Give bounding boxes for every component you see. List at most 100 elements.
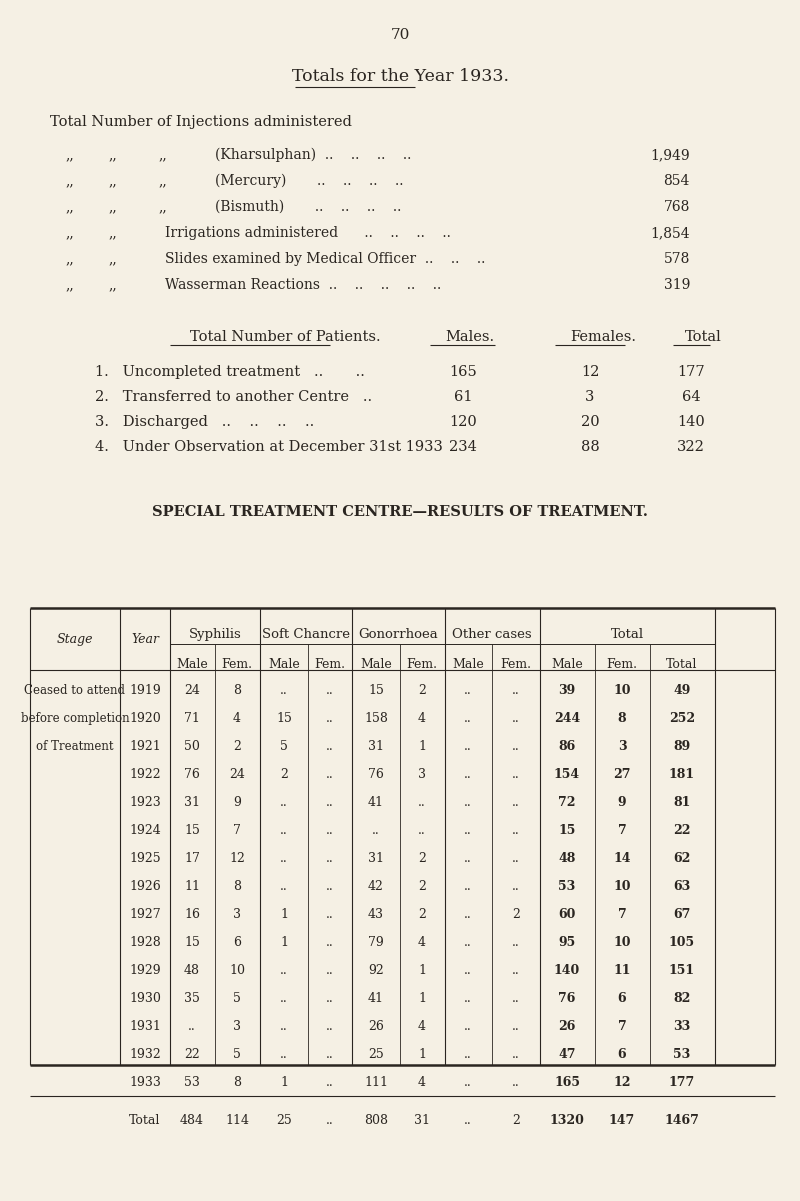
Text: 177: 177 (677, 365, 705, 380)
Text: 39: 39 (558, 685, 576, 697)
Text: 3: 3 (233, 1020, 241, 1033)
Text: 81: 81 (674, 796, 690, 809)
Text: 4: 4 (418, 936, 426, 949)
Text: ,,: ,, (109, 226, 118, 240)
Text: 578: 578 (664, 252, 690, 265)
Text: 88: 88 (581, 440, 599, 454)
Text: Male: Male (452, 658, 484, 671)
Text: 71: 71 (184, 712, 200, 725)
Text: 2: 2 (418, 685, 426, 697)
Text: 25: 25 (368, 1048, 384, 1060)
Text: 2.   Transferred to another Centre   ..: 2. Transferred to another Centre .. (95, 390, 372, 404)
Text: (Mercury)       ..    ..    ..    ..: (Mercury) .. .. .. .. (215, 174, 403, 189)
Text: 79: 79 (368, 936, 384, 949)
Text: 95: 95 (558, 936, 576, 949)
Text: 1922: 1922 (129, 767, 161, 781)
Text: 12: 12 (614, 1076, 630, 1089)
Text: ..: .. (280, 880, 288, 894)
Text: of Treatment: of Treatment (36, 740, 114, 753)
Text: ..: .. (326, 964, 334, 976)
Text: 70: 70 (390, 28, 410, 42)
Text: 12: 12 (229, 852, 245, 865)
Text: ..: .. (326, 740, 334, 753)
Text: 12: 12 (581, 365, 599, 380)
Text: 114: 114 (225, 1115, 249, 1127)
Text: 1: 1 (418, 992, 426, 1005)
Text: 2: 2 (418, 852, 426, 865)
Text: 31: 31 (184, 796, 200, 809)
Text: (Bismuth)       ..    ..    ..    ..: (Bismuth) .. .. .. .. (215, 201, 402, 214)
Text: 1: 1 (280, 1076, 288, 1089)
Text: ..: .. (280, 824, 288, 837)
Text: 3: 3 (586, 390, 594, 404)
Text: 42: 42 (368, 880, 384, 894)
Text: ..: .. (326, 880, 334, 894)
Text: Wasserman Reactions  ..    ..    ..    ..    ..: Wasserman Reactions .. .. .. .. .. (165, 277, 442, 292)
Text: ..: .. (464, 852, 472, 865)
Text: ..: .. (512, 796, 520, 809)
Text: 20: 20 (581, 416, 599, 429)
Text: Slides examined by Medical Officer  ..    ..    ..: Slides examined by Medical Officer .. ..… (165, 252, 486, 265)
Text: 7: 7 (618, 908, 626, 921)
Text: 3: 3 (618, 740, 626, 753)
Text: 4: 4 (418, 712, 426, 725)
Text: 5: 5 (233, 1048, 241, 1060)
Text: ..: .. (464, 1048, 472, 1060)
Text: 15: 15 (184, 824, 200, 837)
Text: 22: 22 (674, 824, 690, 837)
Text: Total: Total (610, 628, 643, 641)
Text: 2: 2 (512, 908, 520, 921)
Text: 1,854: 1,854 (650, 226, 690, 240)
Text: 4: 4 (418, 1020, 426, 1033)
Text: ..: .. (512, 685, 520, 697)
Text: ..: .. (326, 992, 334, 1005)
Text: Year: Year (131, 633, 159, 645)
Text: 177: 177 (669, 1076, 695, 1089)
Text: 1933: 1933 (129, 1076, 161, 1089)
Text: Males.: Males. (445, 330, 494, 343)
Text: 1926: 1926 (129, 880, 161, 894)
Text: ,,: ,, (109, 148, 118, 162)
Text: 72: 72 (558, 796, 576, 809)
Text: 1930: 1930 (129, 992, 161, 1005)
Text: 1.   Uncompleted treatment   ..       ..: 1. Uncompleted treatment .. .. (95, 365, 365, 380)
Text: 4.   Under Observation at December 31st 1933: 4. Under Observation at December 31st 19… (95, 440, 443, 454)
Text: 1921: 1921 (129, 740, 161, 753)
Text: 1: 1 (280, 908, 288, 921)
Text: 1320: 1320 (550, 1115, 585, 1127)
Text: 10: 10 (229, 964, 245, 976)
Text: Total: Total (130, 1115, 161, 1127)
Text: ..: .. (464, 824, 472, 837)
Text: 154: 154 (554, 767, 580, 781)
Text: ..: .. (512, 740, 520, 753)
Text: 1: 1 (418, 1048, 426, 1060)
Text: 92: 92 (368, 964, 384, 976)
Text: 1931: 1931 (129, 1020, 161, 1033)
Text: ..: .. (464, 992, 472, 1005)
Text: 3: 3 (233, 908, 241, 921)
Text: 41: 41 (368, 796, 384, 809)
Text: 33: 33 (674, 1020, 690, 1033)
Text: 11: 11 (184, 880, 200, 894)
Text: Irrigations administered      ..    ..    ..    ..: Irrigations administered .. .. .. .. (165, 226, 451, 240)
Text: ..: .. (512, 824, 520, 837)
Text: 76: 76 (558, 992, 576, 1005)
Text: ..: .. (512, 852, 520, 865)
Text: ..: .. (326, 767, 334, 781)
Text: 1: 1 (280, 936, 288, 949)
Text: (Kharsulphan)  ..    ..    ..    ..: (Kharsulphan) .. .. .. .. (215, 148, 411, 162)
Text: 48: 48 (184, 964, 200, 976)
Text: 47: 47 (558, 1048, 576, 1060)
Text: 854: 854 (664, 174, 690, 189)
Text: 484: 484 (180, 1115, 204, 1127)
Text: 7: 7 (233, 824, 241, 837)
Text: 8: 8 (233, 1076, 241, 1089)
Text: ..: .. (418, 824, 426, 837)
Text: 89: 89 (674, 740, 690, 753)
Text: ,,: ,, (66, 174, 74, 189)
Text: ..: .. (372, 824, 380, 837)
Text: 151: 151 (669, 964, 695, 976)
Text: ..: .. (280, 1020, 288, 1033)
Text: ..: .. (464, 964, 472, 976)
Text: ..: .. (326, 796, 334, 809)
